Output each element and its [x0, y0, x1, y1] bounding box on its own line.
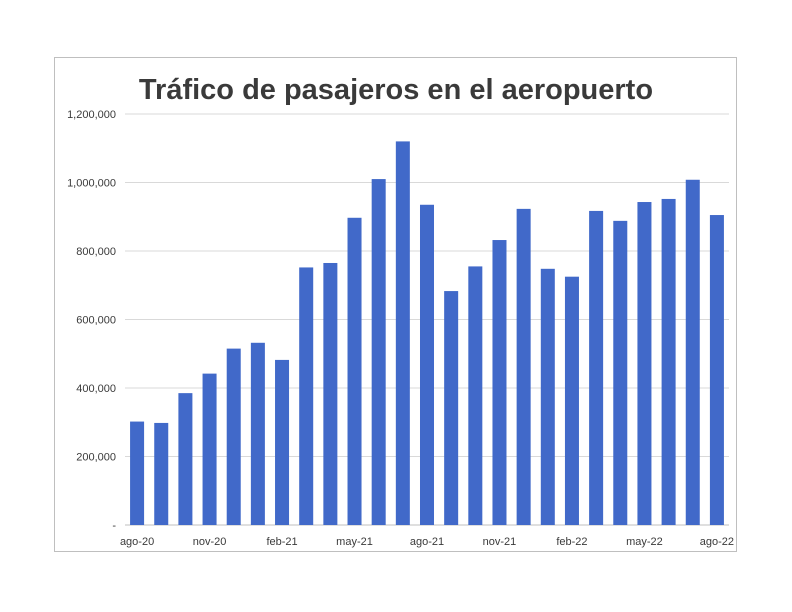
bar-jun-21 — [371, 179, 386, 525]
y-tick-label: 600,000 — [76, 315, 116, 327]
x-tick-label: nov-21 — [483, 536, 517, 548]
x-axis-ticks: ago-20 nov-20 feb-21 may-21 ago-21 nov-21 feb-… — [120, 536, 734, 548]
x-tick-label: may-21 — [336, 536, 373, 548]
x-tick-label: feb-21 — [266, 536, 297, 548]
bar-sep-21 — [444, 291, 459, 525]
bar-abr-21 — [323, 262, 338, 525]
bars — [130, 141, 724, 526]
bar-jul-22 — [685, 179, 700, 525]
bar-jul-21 — [395, 141, 410, 525]
bar-mar-21 — [299, 267, 314, 525]
y-tick-label: - — [112, 520, 116, 532]
bar-nov-20 — [202, 373, 217, 525]
bar-sep-20 — [154, 422, 169, 525]
y-tick-label: 1,000,000 — [67, 178, 116, 190]
y-tick-label: 400,000 — [76, 383, 116, 395]
x-tick-label: ago-20 — [120, 536, 154, 548]
bar-feb-21 — [275, 359, 290, 525]
y-tick-label: 800,000 — [76, 246, 116, 258]
bar-ago-21 — [419, 204, 435, 525]
y-axis-ticks: - 200,000 400,000 600,000 800,000 1,000,000 1,… — [67, 109, 116, 532]
bar-jun-22 — [661, 198, 676, 525]
bar-dic-21 — [516, 208, 531, 525]
bar-nov-21 — [492, 240, 507, 526]
y-tick-label: 1,200,000 — [67, 109, 116, 121]
x-tick-label: nov-20 — [193, 536, 227, 548]
x-tick-label: feb-22 — [556, 536, 587, 548]
chart-title: Tráfico de pasajeros en el aeropuerto — [138, 74, 654, 106]
x-tick-label: ago-21 — [410, 536, 444, 548]
y-tick-label: 200,000 — [76, 452, 116, 464]
bar-abr-22 — [613, 220, 628, 526]
bar-mar-22 — [589, 210, 604, 526]
bar-dic-20 — [226, 348, 241, 525]
bar-feb-22 — [564, 276, 579, 525]
bar-ago-20 — [130, 421, 145, 525]
bar-oct-21 — [468, 266, 483, 525]
bar-ago-22 — [709, 215, 724, 525]
bar-ene-22 — [540, 268, 555, 525]
bar-ene-21 — [250, 342, 265, 525]
bar-may-21 — [347, 217, 362, 525]
bar-oct-20 — [178, 393, 193, 525]
x-tick-label: ago-22 — [700, 536, 734, 548]
x-tick-label: may-22 — [626, 536, 663, 548]
bar-may-22 — [637, 202, 652, 525]
